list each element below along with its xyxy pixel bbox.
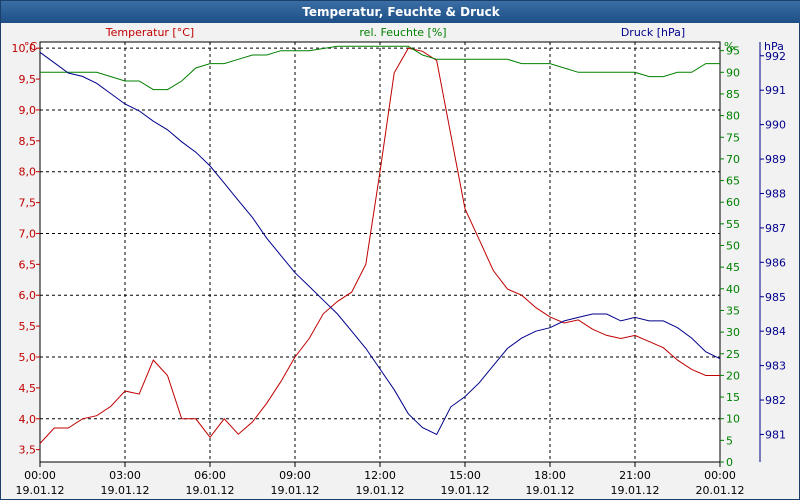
middle-tick-label: 10 <box>726 413 740 426</box>
left-tick-label: 9,5 <box>19 73 37 86</box>
middle-tick-label: 85 <box>726 88 740 101</box>
series-group <box>39 45 721 444</box>
x-tick-time: 12:00 <box>364 469 396 482</box>
middle-tick-label: 60 <box>726 196 740 209</box>
left-tick-label: 4,5 <box>19 382 37 395</box>
x-tick-time: 21:00 <box>619 469 651 482</box>
x-tick-time: 03:00 <box>109 469 141 482</box>
middle-axis-unit: % <box>724 40 734 53</box>
x-tick-date: 20.01.12 <box>696 484 745 497</box>
grid-lines <box>40 42 720 462</box>
left-tick-label: 6,5 <box>19 258 37 271</box>
x-tick-date: 19.01.12 <box>356 484 405 497</box>
right-tick-label: 991 <box>765 84 786 97</box>
x-tick-date: 19.01.12 <box>611 484 660 497</box>
middle-tick-label: 15 <box>726 391 740 404</box>
right-tick-label: 989 <box>765 153 786 166</box>
right-tick-label: 990 <box>765 119 786 132</box>
window-title: Temperatur, Feuchte & Druck <box>1 1 800 23</box>
x-tick-time: 18:00 <box>534 469 566 482</box>
middle-tick-label: 30 <box>726 326 740 339</box>
axis-labels: 00:00 19.01.12 03:00 19.01.12 06:00 19.01.12 0… <box>12 26 787 497</box>
right-tick-label: 982 <box>765 394 786 407</box>
x-tick-date: 19.01.12 <box>271 484 320 497</box>
right-tick-label: 986 <box>765 256 786 269</box>
left-tick-label: 7,0 <box>19 227 37 240</box>
series-line-left <box>39 47 720 444</box>
middle-tick-label: 35 <box>726 304 740 317</box>
axes <box>36 41 764 467</box>
series-line-middle <box>40 45 720 91</box>
middle-tick-label: 20 <box>726 369 740 382</box>
middle-tick-label: 90 <box>726 66 740 79</box>
left-tick-label: 4,0 <box>19 413 37 426</box>
right-tick-label: 988 <box>765 187 786 200</box>
x-tick-date: 19.01.12 <box>441 484 490 497</box>
left-tick-label: 9,0 <box>19 104 37 117</box>
middle-tick-label: 70 <box>726 153 740 166</box>
x-tick-time: 06:00 <box>194 469 226 482</box>
left-tick-label: 8,0 <box>19 166 37 179</box>
right-tick-label: 983 <box>765 360 786 373</box>
left-axis-title: Temperatur [°C] <box>105 26 194 39</box>
x-tick-time: 00:00 <box>24 469 56 482</box>
x-tick-date: 19.01.12 <box>16 484 65 497</box>
right-tick-label: 984 <box>765 325 786 338</box>
left-tick-label: 10,0 <box>12 42 37 55</box>
right-tick-label: 992 <box>765 50 786 63</box>
middle-tick-label: 25 <box>726 348 740 361</box>
left-tick-label: 3,5 <box>19 444 37 457</box>
left-tick-label: 7,5 <box>19 197 37 210</box>
left-tick-label: 6,0 <box>19 289 37 302</box>
x-tick-time: 09:00 <box>279 469 311 482</box>
right-tick-label: 981 <box>765 428 786 441</box>
x-tick-date: 19.01.12 <box>101 484 150 497</box>
right-axis-title: Druck [hPa] <box>621 26 685 39</box>
plot-border <box>39 41 721 463</box>
middle-tick-label: 45 <box>726 261 740 274</box>
middle-axis-title: rel. Feuchte [%] <box>359 26 446 39</box>
middle-tick-label: 40 <box>726 283 740 296</box>
x-tick-time: 00:00 <box>704 469 736 482</box>
left-axis-unit: °C <box>24 40 38 53</box>
middle-tick-label: 65 <box>726 175 740 188</box>
left-tick-label: 5,0 <box>19 351 37 364</box>
left-tick-label: 8,5 <box>19 135 37 148</box>
right-tick-label: 985 <box>765 291 786 304</box>
left-tick-label: 5,5 <box>19 320 37 333</box>
middle-tick-label: 80 <box>726 110 740 123</box>
middle-tick-label: 95 <box>726 45 740 58</box>
middle-tick-label: 75 <box>726 131 740 144</box>
x-tick-date: 19.01.12 <box>526 484 575 497</box>
x-tick-date: 19.01.12 <box>186 484 235 497</box>
right-tick-label: 987 <box>765 222 786 235</box>
x-tick-time: 15:00 <box>449 469 481 482</box>
series-line-right <box>39 51 721 436</box>
middle-tick-label: 5 <box>726 434 733 447</box>
middle-tick-label: 55 <box>726 218 740 231</box>
middle-tick-label: 50 <box>726 240 740 253</box>
right-axis-unit: hPa <box>764 40 784 53</box>
middle-tick-label: 0 <box>726 456 733 469</box>
